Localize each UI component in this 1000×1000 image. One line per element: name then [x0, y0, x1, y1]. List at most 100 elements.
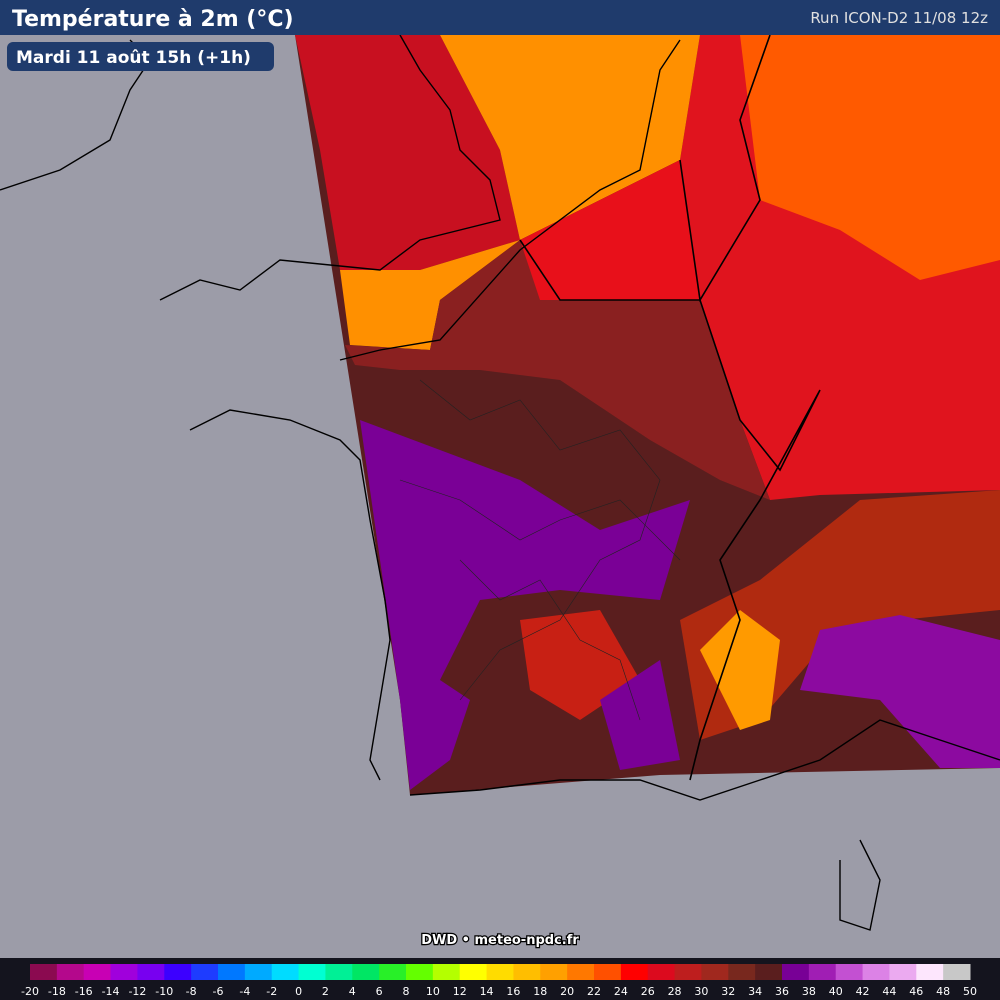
valid-box: [7, 42, 274, 71]
field-rhone: [600, 660, 680, 770]
colorbar-swatch: [620, 964, 649, 980]
colorbar-swatch: [701, 964, 729, 980]
colorbar-swatch: [835, 964, 864, 980]
colorbar-label: 32: [721, 985, 735, 998]
colorbar-swatch: [647, 964, 676, 980]
dept-line: [459, 559, 641, 721]
colorbar-swatch: [567, 964, 595, 980]
colorbar-swatch: [674, 964, 702, 980]
colorbar-swatch: [30, 964, 58, 980]
colorbar-label: 20: [560, 985, 574, 998]
colorbar-label: -12: [128, 985, 146, 998]
colorbar-swatch: [137, 964, 165, 980]
departments: [399, 379, 681, 721]
colorbar-label: -4: [239, 985, 250, 998]
colorbar-label: 48: [936, 985, 950, 998]
field-channel: [340, 35, 700, 350]
credit: DWD • meteo-npdc.fr: [421, 933, 579, 948]
colorbar-label: -20: [21, 985, 39, 998]
colorbar-swatch: [352, 964, 380, 980]
colorbar-label: 6: [376, 985, 383, 998]
colorbar-label: 10: [426, 985, 440, 998]
colorbar-label: -16: [75, 985, 93, 998]
colorbar-swatch: [298, 964, 326, 980]
field-belgium: [520, 160, 700, 300]
colorbar-label: 18: [533, 985, 547, 998]
colorbar-label: 16: [506, 985, 520, 998]
colorbar-swatch: [191, 964, 219, 980]
colorbar-label: -14: [102, 985, 120, 998]
colorbar-label: 4: [349, 985, 356, 998]
colorbar-swatch: [594, 964, 622, 980]
valid-time: Mardi 11 août 15h (+1h): [16, 48, 251, 68]
colorbar-label: -18: [48, 985, 66, 998]
colorbar-label: 34: [748, 985, 762, 998]
colorbar-label: 12: [453, 985, 467, 998]
colorbar-swatch: [379, 964, 407, 980]
colorbar-swatch: [244, 964, 273, 980]
colorbar-label: -2: [266, 985, 277, 998]
colorbar-label: 24: [614, 985, 628, 998]
coast-mediterranean: [409, 719, 1000, 801]
dept-line: [419, 379, 661, 701]
coast-brittany: [189, 409, 391, 781]
colorbar-label: 28: [668, 985, 682, 998]
colorbar-label: 40: [829, 985, 843, 998]
colorbar-swatch: [110, 964, 138, 980]
colorbar-swatch: [459, 964, 488, 980]
coastlines: [0, 34, 1000, 931]
colorbar: -20 -18 -16 -14 -12 -10 -8 -6 -4 -2 0 2 4 6 8 10 12 14 16 1…: [21, 964, 977, 998]
border-benelux: [679, 34, 771, 303]
colorbar-swatch: [218, 964, 246, 980]
colorbar-label: 0: [295, 985, 302, 998]
colorbar-swatch: [271, 964, 300, 980]
colorbar-swatch: [486, 964, 514, 980]
colorbar-swatch: [808, 964, 837, 980]
title-bar: [0, 0, 1000, 35]
colorbar-label: 22: [587, 985, 601, 998]
border-france-east: [519, 239, 821, 781]
colorbar-swatch: [728, 964, 756, 980]
colorbar-swatch: [432, 964, 461, 980]
field-warm-northeast: [740, 35, 1000, 280]
colorbar-label: 46: [909, 985, 923, 998]
colorbar-label: -8: [186, 985, 197, 998]
colorbar-swatch: [540, 964, 568, 980]
dept-line: [399, 479, 681, 561]
colorbar-swatch: [889, 964, 917, 980]
colorbar-swatch: [782, 964, 810, 980]
field-massif-central: [520, 610, 640, 720]
borders: [519, 34, 821, 781]
colorbar-label: 44: [882, 985, 896, 998]
field-england: [295, 35, 520, 270]
colorbar-swatch: [325, 964, 353, 980]
colorbar-label: 8: [403, 985, 410, 998]
colorbar-label: 50: [963, 985, 977, 998]
colorbar-label: 14: [480, 985, 494, 998]
field-west-purple: [360, 420, 690, 790]
field-po-valley: [800, 615, 1000, 768]
colorbar-label: 30: [694, 985, 708, 998]
colorbar-swatch: [56, 964, 85, 980]
colorbar-label: -10: [155, 985, 173, 998]
coast-corsica: [839, 839, 881, 931]
run-info: Run ICON-D2 11/08 12z: [810, 9, 988, 27]
title: Température à 2m (°C): [12, 7, 294, 32]
colorbar-label: -6: [213, 985, 224, 998]
field-alps-peaks: [700, 610, 780, 730]
colorbar-swatch: [916, 964, 944, 980]
colorbar-swatch: [83, 964, 112, 980]
colorbar-label: 2: [322, 985, 329, 998]
colorbar-label: 36: [775, 985, 789, 998]
colorbar-swatch: [164, 964, 192, 980]
colorbar-label: 26: [641, 985, 655, 998]
coast-england: [159, 34, 501, 301]
colorbar-swatch: [862, 964, 890, 980]
colorbar-swatch: [755, 964, 783, 980]
colorbar-swatch: [406, 964, 434, 980]
colorbar-swatch: [943, 964, 971, 980]
colorbar-label: 38: [802, 985, 816, 998]
coast-channel: [339, 39, 681, 361]
